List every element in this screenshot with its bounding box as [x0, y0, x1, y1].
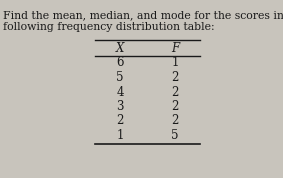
- Text: 6: 6: [116, 56, 124, 69]
- Text: 2: 2: [171, 71, 179, 84]
- Text: 2: 2: [116, 114, 124, 127]
- Text: 4: 4: [116, 85, 124, 98]
- Text: following frequency distribution table:: following frequency distribution table:: [3, 22, 215, 32]
- Text: 1: 1: [171, 56, 179, 69]
- Text: 5: 5: [171, 129, 179, 142]
- Text: 2: 2: [171, 114, 179, 127]
- Text: Find the mean, median, and mode for the scores in the: Find the mean, median, and mode for the …: [3, 10, 283, 20]
- Text: 5: 5: [116, 71, 124, 84]
- Text: F: F: [171, 41, 179, 54]
- Text: 2: 2: [171, 100, 179, 113]
- Text: 1: 1: [116, 129, 124, 142]
- Text: X: X: [116, 41, 124, 54]
- Text: 3: 3: [116, 100, 124, 113]
- Text: 2: 2: [171, 85, 179, 98]
